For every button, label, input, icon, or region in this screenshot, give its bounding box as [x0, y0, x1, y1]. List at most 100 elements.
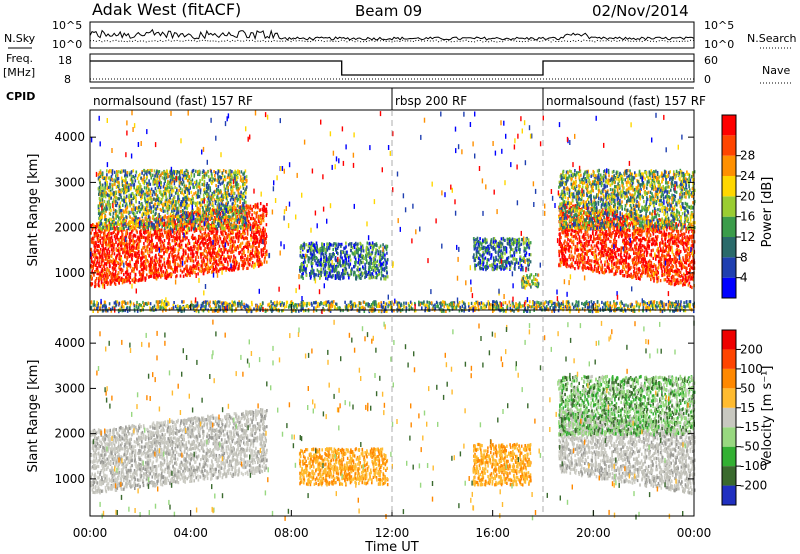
scatter-cell: [229, 210, 231, 214]
scatter-cell: [105, 256, 107, 260]
scatter-cell: [92, 223, 94, 227]
scatter-cell: [202, 193, 205, 197]
scatter-cell: [332, 252, 334, 256]
scatter-cell: [107, 243, 110, 247]
scatter-cell: [181, 236, 184, 240]
scatter-cell: [212, 247, 214, 251]
scatter-cell: [244, 236, 246, 240]
scatter-cell: [234, 202, 237, 206]
scatter-cell: [243, 237, 245, 241]
scatter-cell: [150, 236, 153, 240]
scatter-cell: [142, 235, 144, 239]
scatter-cell: [215, 224, 217, 229]
scatter-cell: [212, 244, 214, 248]
scatter-cell: [123, 195, 125, 199]
scatter-cell: [198, 235, 200, 240]
scatter-cell: [182, 253, 185, 257]
noise-traces: [89, 28, 695, 43]
scatter-cell: [140, 191, 143, 195]
scatter-cell: [248, 244, 250, 248]
noise-panel-frame: [89, 21, 695, 49]
scatter-cell: [233, 225, 236, 229]
scatter-cell: [220, 218, 223, 222]
scatter-cell: [108, 251, 110, 256]
scatter-cell: [131, 245, 133, 250]
scatter-cell: [252, 243, 255, 247]
scatter-cell: [213, 257, 215, 261]
scatter-cell: [98, 252, 101, 256]
scatter-cell: [125, 199, 127, 203]
scatter-cell: [178, 247, 181, 251]
scatter-cell: [128, 232, 131, 236]
scatter-cell: [235, 186, 238, 190]
scatter-cell: [136, 257, 139, 261]
scatter-cell: [347, 259, 350, 263]
scatter-cell: [167, 259, 170, 263]
scatter-cell: [96, 238, 99, 242]
scatter-cell: [215, 251, 218, 255]
scatter-cell: [112, 242, 114, 246]
scatter-cell: [136, 224, 139, 228]
scatter-cell: [180, 202, 182, 206]
scatter-cell: [259, 221, 262, 225]
scatter-cell: [133, 267, 135, 271]
scatter-cell: [252, 233, 255, 237]
scatter-cell: [154, 186, 157, 191]
scatter-cell: [148, 270, 151, 274]
scatter-cell: [118, 184, 121, 188]
scatter-cell: [232, 259, 234, 263]
scatter-cell: [216, 269, 219, 273]
scatter-cell: [229, 246, 231, 250]
scatter-cell: [256, 251, 259, 255]
scatter-cell: [213, 234, 215, 238]
scatter-cell: [126, 276, 128, 281]
scatter-cell: [124, 246, 126, 250]
noise-panel: 10^5 10^0 10^5 10^0 N.Sky N.Search: [4, 19, 797, 51]
scatter-cell: [257, 225, 260, 230]
scatter-cell: [169, 263, 171, 267]
scatter-cell: [113, 222, 115, 226]
scatter-cell: [103, 262, 106, 266]
scatter-cell: [247, 225, 249, 230]
scatter-cell: [216, 217, 218, 222]
scatter-cell: [185, 231, 188, 235]
scatter-cell: [103, 176, 106, 181]
scatter-cell: [262, 248, 264, 252]
scatter-cell: [118, 197, 121, 201]
scatter-cell: [176, 269, 179, 273]
scatter-cell: [323, 246, 325, 250]
scatter-cell: [222, 240, 224, 244]
scatter-cell: [105, 277, 107, 281]
scatter-cell: [174, 231, 176, 235]
scatter-cell: [101, 269, 103, 274]
scatter-cell: [185, 265, 187, 269]
scatter-cell: [155, 266, 157, 271]
scatter-cell: [141, 268, 144, 272]
scatter-cell: [211, 270, 214, 274]
scatter-cell: [255, 211, 257, 216]
scatter-cell: [195, 213, 197, 217]
scatter-cell: [217, 175, 219, 179]
scatter-cell: [101, 236, 103, 240]
scatter-cell: [210, 169, 212, 173]
scatter-cell: [109, 241, 111, 245]
scatter-cell: [174, 270, 176, 274]
scatter-cell: [249, 255, 252, 259]
scatter-cell: [133, 251, 136, 255]
scatter-cell: [371, 272, 374, 276]
scatter-cell: [131, 181, 134, 185]
scatter-cell: [117, 260, 119, 265]
scatter-cell: [167, 232, 170, 237]
scatter-cell: [156, 230, 158, 234]
scatter-cell: [386, 275, 389, 279]
scatter-cell: [90, 277, 93, 281]
scatter-cell: [176, 274, 178, 278]
scatter-cell: [125, 210, 128, 214]
scatter-cell: [216, 178, 218, 182]
scatter-cell: [110, 272, 113, 276]
scatter-cell: [144, 179, 147, 184]
scatter-cell: [155, 207, 157, 211]
scatter-cell: [107, 253, 110, 257]
scatter-cell: [205, 214, 207, 218]
scatter-cell: [223, 266, 226, 270]
